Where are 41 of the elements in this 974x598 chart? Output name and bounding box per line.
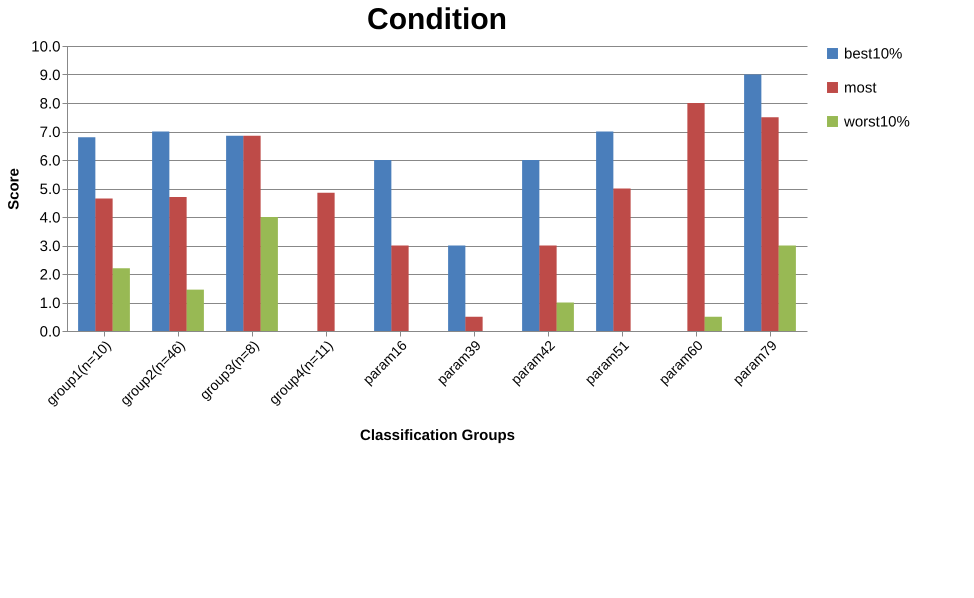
bar <box>704 316 722 331</box>
bar <box>317 192 335 331</box>
y-tick-label: 3.0 <box>40 238 60 255</box>
y-tick-label: 1.0 <box>40 295 60 312</box>
bar <box>687 103 705 331</box>
bar <box>448 246 466 331</box>
bar <box>374 160 392 331</box>
bar <box>613 188 631 331</box>
y-tick-label: 10.0 <box>31 38 60 56</box>
y-tick-label: 6.0 <box>40 152 60 170</box>
bar <box>556 302 574 331</box>
y-tick-label: 4.0 <box>40 210 60 226</box>
y-tick-label: 9.0 <box>40 67 60 84</box>
y-tick-label: 5.0 <box>40 181 60 198</box>
legend-label: worst10% <box>843 114 910 130</box>
bar <box>522 160 540 331</box>
y-tick-label: 2.0 <box>40 266 60 284</box>
bar <box>186 290 204 331</box>
x-axis-title: Classification Groups <box>360 427 516 444</box>
bar <box>465 316 483 331</box>
bar <box>744 74 762 331</box>
bar <box>112 268 130 331</box>
bar <box>596 132 614 331</box>
bar <box>391 246 409 331</box>
y-axis-title: Score <box>5 168 22 210</box>
y-tick-label: 7.0 <box>40 124 60 141</box>
chart-title: Condition <box>367 3 507 36</box>
y-tick-label: 8.0 <box>40 96 60 112</box>
bar <box>761 117 779 331</box>
y-tick-label: 0.0 <box>40 324 60 340</box>
bar <box>95 198 113 331</box>
legend-label: best10% <box>844 46 902 62</box>
legend-label: most <box>844 80 878 96</box>
bar <box>243 136 261 331</box>
bar <box>778 246 796 331</box>
bar <box>78 137 96 331</box>
bar <box>152 132 170 331</box>
bar <box>169 197 187 331</box>
bar <box>226 136 244 331</box>
bar <box>260 217 278 331</box>
bar <box>539 246 557 331</box>
